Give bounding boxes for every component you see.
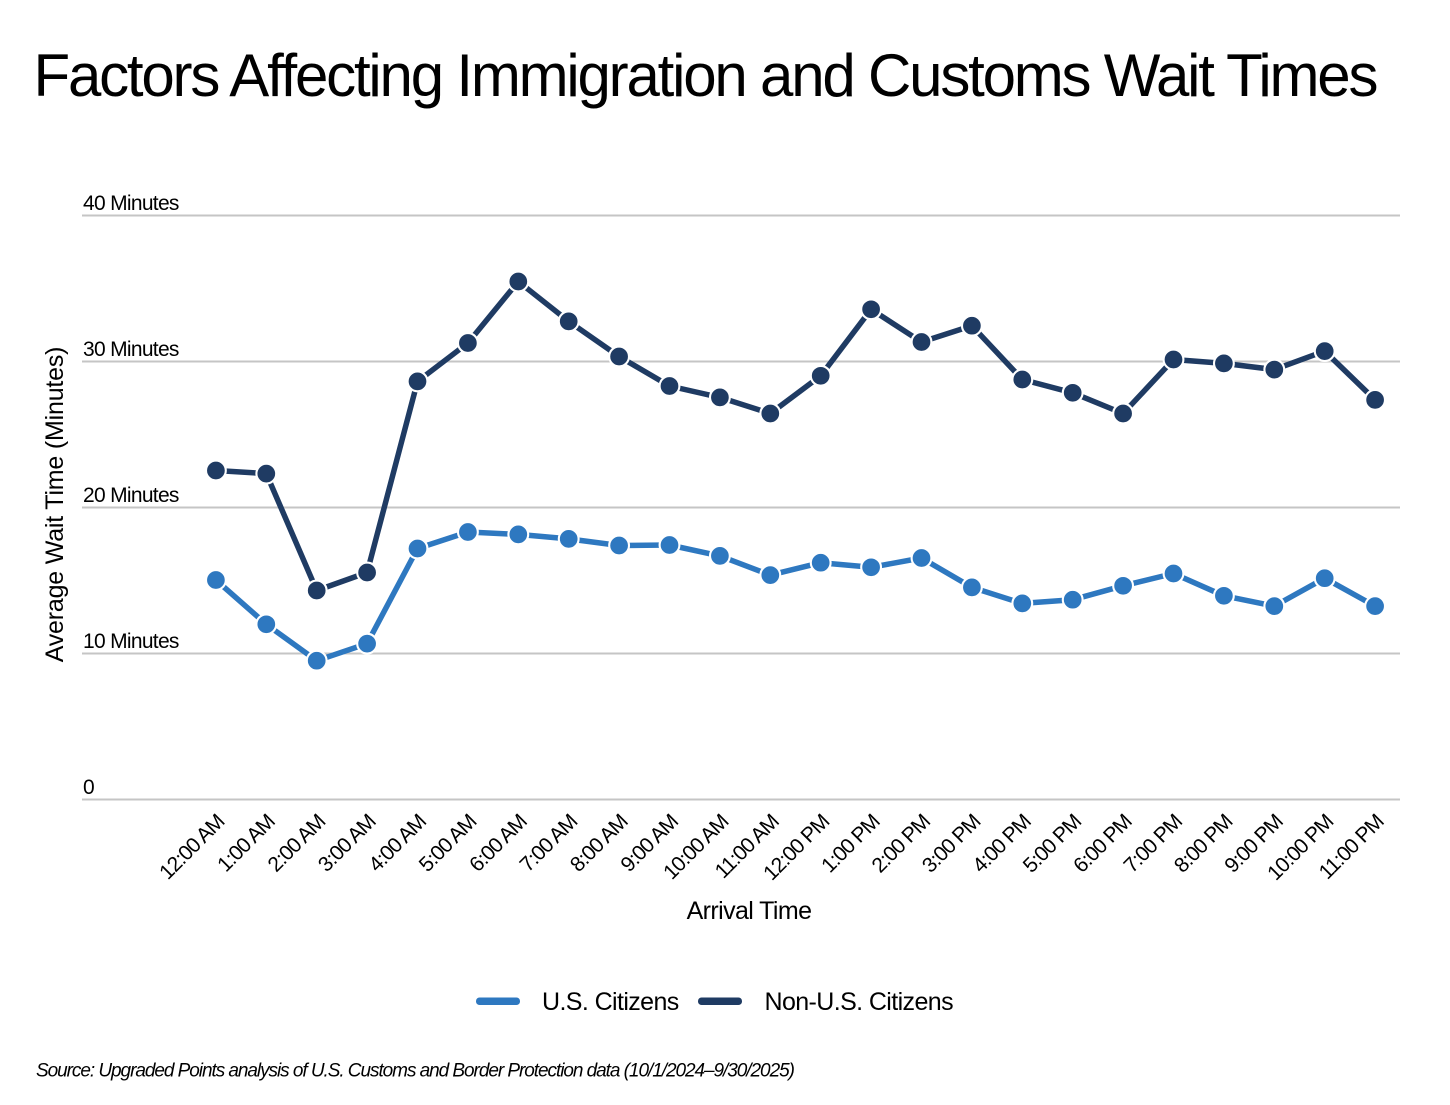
svg-text:Non-U.S. Citizens: Non-U.S. Citizens: [765, 988, 954, 1016]
svg-text:Average Wait Time (Minutes): Average Wait Time (Minutes): [41, 347, 69, 663]
svg-text:Arrival Time: Arrival Time: [687, 897, 812, 925]
svg-text:0: 0: [83, 776, 94, 799]
svg-text:40 Minutes: 40 Minutes: [83, 192, 179, 215]
svg-text:U.S. Citizens: U.S. Citizens: [542, 988, 679, 1016]
svg-text:10 Minutes: 10 Minutes: [83, 630, 179, 653]
svg-text:20 Minutes: 20 Minutes: [83, 484, 179, 507]
svg-text:Source: Upgraded Points analys: Source: Upgraded Points analysis of U.S.…: [36, 1061, 795, 1082]
svg-text:30 Minutes: 30 Minutes: [83, 338, 179, 361]
svg-text:Factors Affecting Immigration: Factors Affecting Immigration and Custom…: [34, 42, 1377, 109]
